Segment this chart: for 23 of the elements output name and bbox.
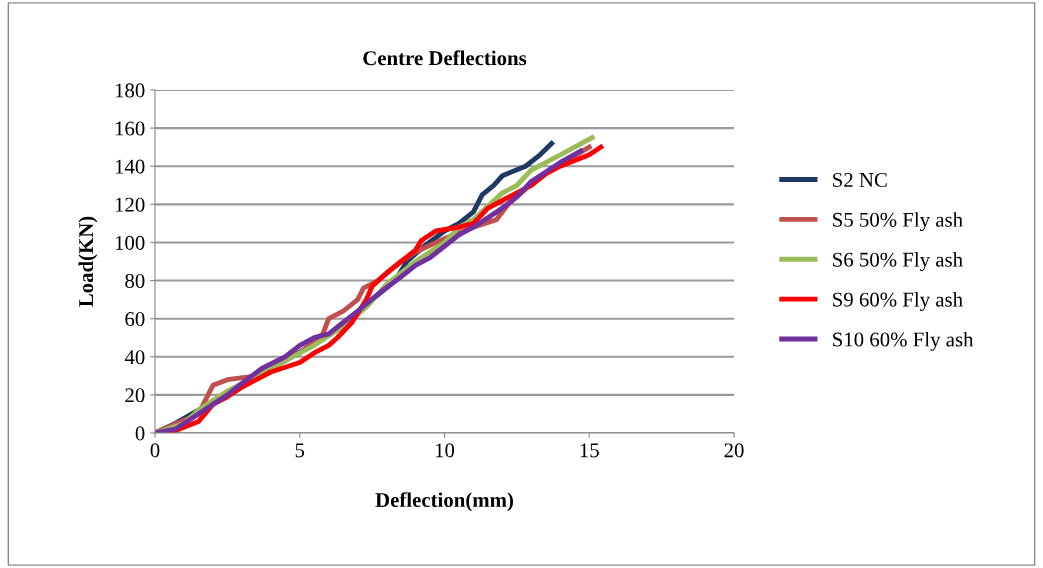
legend-label: S9 60% Fly ash xyxy=(833,291,963,311)
x-tick-label: 20 xyxy=(724,443,744,458)
y-tick-label: 60 xyxy=(125,312,145,327)
x-tick-label: 5 xyxy=(295,443,305,458)
y-tick-label: 100 xyxy=(115,235,145,250)
legend-label: S2 NC xyxy=(833,172,887,187)
legend-label: S6 50% Fly ash xyxy=(833,252,963,272)
y-tick-label: 140 xyxy=(115,159,145,174)
y-tick-label: 80 xyxy=(125,273,145,288)
y-tick-label: 20 xyxy=(125,388,145,403)
y-tick-label: 120 xyxy=(115,197,145,212)
y-tick-label: 0 xyxy=(135,426,145,441)
x-tick-label: 10 xyxy=(435,443,455,458)
x-tick-label: 15 xyxy=(580,443,599,458)
x-tick-label: 0 xyxy=(150,443,160,458)
chart-title: Centre Deflections xyxy=(363,50,527,66)
y-axis-title: Load(KN) xyxy=(78,216,98,307)
x-axis-title: Deflection(mm) xyxy=(375,492,513,512)
y-tick-label: 180 xyxy=(115,83,145,98)
y-tick-label: 40 xyxy=(124,350,145,365)
legend-label: S10 60% Fly ash xyxy=(833,331,974,351)
legend-label: S5 50% Fly ash xyxy=(833,212,963,232)
y-tick-label: 160 xyxy=(115,121,145,136)
